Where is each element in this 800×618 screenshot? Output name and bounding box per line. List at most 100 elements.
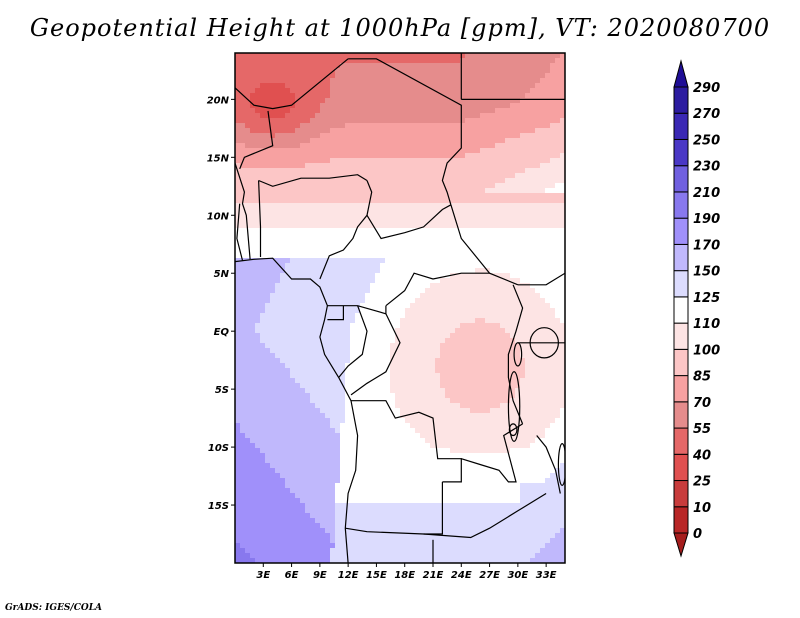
field-cell — [410, 213, 416, 219]
field-cell — [270, 198, 276, 204]
field-cell — [285, 248, 291, 254]
field-cell — [465, 423, 471, 429]
field-cell — [415, 98, 421, 104]
field-cell — [535, 148, 541, 154]
field-cell — [295, 83, 301, 89]
field-cell — [480, 373, 486, 379]
field-cell — [555, 413, 561, 419]
field-cell — [445, 293, 451, 299]
field-cell — [315, 163, 321, 169]
field-cell — [410, 153, 416, 159]
field-cell — [415, 288, 421, 294]
field-cell — [460, 268, 466, 274]
field-cell — [275, 133, 281, 139]
field-cell — [275, 363, 281, 369]
field-cell — [460, 428, 466, 434]
field-cell — [505, 73, 511, 79]
field-cell — [240, 128, 246, 134]
field-cell — [535, 178, 541, 184]
field-cell — [355, 358, 361, 364]
field-cell — [535, 318, 541, 324]
field-cell — [485, 243, 491, 249]
field-cell — [240, 178, 246, 184]
field-cell — [425, 218, 431, 224]
field-cell — [475, 308, 481, 314]
field-cell — [380, 78, 386, 84]
field-cell — [515, 73, 521, 79]
field-cell — [455, 133, 461, 139]
field-cell — [300, 103, 306, 109]
field-cell — [530, 278, 536, 284]
field-cell — [285, 313, 291, 319]
field-cell — [335, 328, 341, 334]
field-cell — [450, 418, 456, 424]
field-cell — [325, 243, 331, 249]
field-cell — [480, 98, 486, 104]
field-cell — [280, 313, 286, 319]
field-cell — [265, 358, 271, 364]
field-cell — [245, 253, 251, 259]
field-cell — [555, 203, 561, 209]
field-cell — [235, 133, 241, 139]
field-cell — [545, 408, 551, 414]
field-cell — [270, 273, 276, 279]
field-cell — [445, 218, 451, 224]
field-cell — [275, 238, 281, 244]
field-cell — [380, 158, 386, 164]
field-cell — [305, 258, 311, 264]
field-cell — [500, 153, 506, 159]
field-cell — [380, 313, 386, 319]
field-cell — [525, 293, 531, 299]
field-cell — [360, 153, 366, 159]
field-cell — [330, 203, 336, 209]
field-cell — [515, 338, 521, 344]
field-cell — [500, 158, 506, 164]
field-cell — [460, 178, 466, 184]
field-cell — [515, 173, 521, 179]
field-cell — [490, 348, 496, 354]
field-cell — [440, 58, 446, 64]
field-cell — [425, 163, 431, 169]
field-cell — [300, 63, 306, 69]
field-cell — [335, 188, 341, 194]
field-cell — [435, 348, 441, 354]
field-cell — [400, 143, 406, 149]
field-cell — [350, 93, 356, 99]
field-cell — [435, 128, 441, 134]
field-cell — [295, 328, 301, 334]
field-cell — [515, 393, 521, 399]
field-cell — [430, 138, 436, 144]
field-cell — [555, 303, 561, 309]
field-cell — [410, 93, 416, 99]
field-cell — [490, 328, 496, 334]
field-cell — [290, 333, 296, 339]
field-cell — [505, 213, 511, 219]
field-cell — [375, 93, 381, 99]
field-cell — [510, 138, 516, 144]
field-cell — [415, 408, 421, 414]
field-cell — [545, 158, 551, 164]
field-cell — [330, 368, 336, 374]
field-cell — [560, 178, 565, 184]
field-cell — [380, 63, 386, 69]
field-cell — [405, 388, 411, 394]
field-cell — [355, 263, 361, 269]
field-cell — [470, 128, 476, 134]
field-cell — [340, 333, 346, 339]
field-cell — [520, 168, 526, 174]
field-cell — [405, 183, 411, 189]
field-cell — [460, 188, 466, 194]
field-cell — [485, 298, 491, 304]
field-cell — [345, 278, 351, 284]
field-cell — [410, 233, 416, 239]
field-cell — [430, 238, 436, 244]
field-cell — [440, 318, 446, 324]
field-cell — [510, 88, 516, 94]
field-cell — [490, 183, 496, 189]
field-cell — [295, 88, 301, 94]
field-cell — [390, 208, 396, 214]
field-cell — [465, 403, 471, 409]
field-cell — [280, 343, 286, 349]
field-cell — [270, 323, 276, 329]
field-cell — [500, 233, 506, 239]
